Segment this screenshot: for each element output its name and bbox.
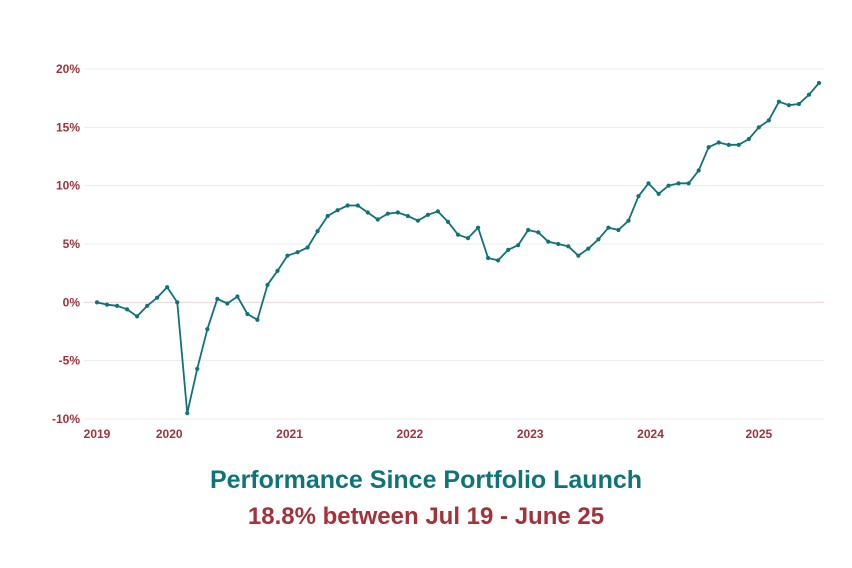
data-point (465, 236, 471, 241)
x-tick-label: 2024 (637, 427, 664, 441)
x-tick-label: 2021 (276, 427, 303, 441)
data-points (94, 80, 822, 416)
data-point (124, 307, 130, 312)
data-point (415, 218, 421, 223)
data-point (245, 311, 250, 317)
data-point (445, 219, 451, 224)
data-point (546, 239, 551, 244)
data-point (616, 227, 621, 233)
data-point (566, 244, 571, 249)
data-point (375, 217, 380, 222)
y-tick-label: -10% (52, 412, 80, 426)
data-point (796, 101, 802, 107)
x-axis-tick-labels: 2019 2020 2021 2022 2023 2024 2025 (84, 427, 773, 441)
data-point (94, 300, 100, 305)
data-point (104, 302, 110, 307)
data-point (455, 232, 461, 237)
data-point (516, 243, 521, 248)
data-point (355, 203, 360, 208)
data-point (556, 241, 561, 247)
data-point (606, 225, 611, 230)
data-point (506, 247, 511, 252)
data-point (636, 194, 641, 199)
data-point (295, 250, 300, 255)
data-point (485, 255, 491, 261)
data-point (165, 285, 170, 290)
data-point (114, 303, 120, 308)
data-point (145, 303, 150, 308)
data-point (385, 211, 390, 216)
data-point (435, 209, 441, 214)
data-point (536, 230, 541, 235)
data-point (345, 203, 350, 208)
data-point (716, 140, 721, 145)
chart-subtitle: 18.8% between Jul 19 - June 25 (247, 503, 605, 530)
chart-title: Performance Since Portfolio Launch (209, 466, 643, 494)
data-point (305, 245, 310, 250)
data-point (265, 282, 270, 287)
data-point (746, 136, 751, 142)
data-point (425, 212, 431, 217)
data-point (335, 208, 340, 213)
data-point (696, 168, 701, 173)
data-point (134, 314, 140, 319)
y-tick-label: 20% (56, 62, 80, 76)
data-point (766, 118, 771, 123)
data-point (806, 92, 812, 97)
y-tick-label: 0% (63, 295, 81, 309)
data-point (315, 229, 320, 234)
data-point (706, 145, 711, 150)
data-point (816, 80, 822, 86)
data-point (215, 296, 220, 301)
data-point (526, 227, 531, 233)
data-point (325, 213, 330, 219)
data-point (395, 210, 400, 215)
data-point (275, 268, 280, 273)
data-point (285, 253, 290, 258)
data-point (175, 300, 180, 305)
x-tick-label: 2020 (156, 427, 183, 441)
data-point (185, 411, 190, 416)
data-point (155, 295, 160, 300)
performance-line-chart: -10% -5% 0% 5% 10% 15% 20% 2019 2020 2021 2022 202… (52, 62, 824, 441)
data-point (235, 294, 240, 299)
y-tick-label: 5% (63, 237, 81, 251)
data-point (756, 125, 761, 130)
data-point (676, 181, 681, 186)
series-line (96, 82, 820, 415)
data-point (576, 253, 581, 258)
data-point (495, 258, 501, 263)
data-point (225, 301, 230, 306)
x-tick-label: 2022 (397, 427, 424, 441)
y-tick-label: 10% (56, 179, 80, 193)
data-point (405, 213, 410, 219)
y-tick-label: 15% (56, 120, 80, 134)
x-tick-label: 2023 (517, 427, 544, 441)
grid-lines (84, 68, 824, 420)
data-point (786, 103, 792, 108)
data-point (596, 237, 601, 242)
y-tick-label: -5% (59, 354, 81, 368)
data-point (195, 366, 200, 371)
data-point (626, 218, 631, 223)
data-point (776, 99, 782, 104)
data-point (726, 142, 731, 147)
data-point (736, 142, 741, 147)
data-point (475, 225, 481, 230)
data-point (365, 210, 370, 215)
data-point (586, 246, 591, 251)
y-axis-tick-labels: -10% -5% 0% 5% 10% 15% 20% (52, 62, 80, 426)
x-tick-label: 2019 (84, 427, 111, 441)
data-point (656, 191, 661, 196)
x-tick-label: 2025 (745, 427, 772, 441)
data-point (205, 327, 210, 332)
data-point (646, 181, 651, 186)
data-point (255, 317, 260, 322)
data-point (666, 183, 671, 188)
data-point (686, 181, 691, 186)
